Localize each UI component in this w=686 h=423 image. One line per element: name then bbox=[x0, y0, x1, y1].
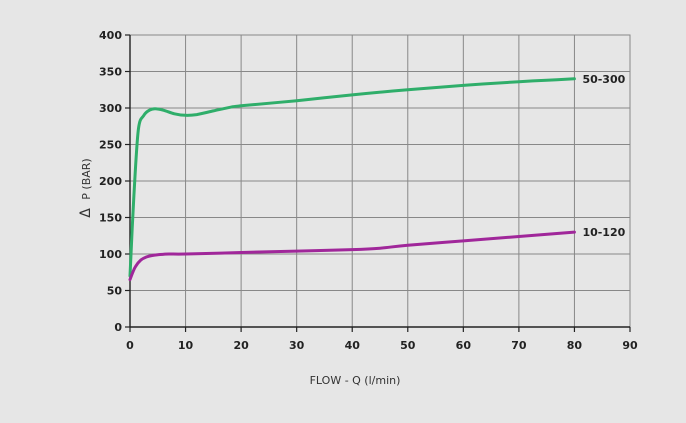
y-axis-symbol: Δ bbox=[78, 208, 94, 218]
series-line-50-300 bbox=[128, 77, 576, 278]
x-tick-label: 40 bbox=[345, 339, 361, 352]
x-tick-label: 90 bbox=[622, 339, 638, 352]
x-tick-labels: 0 10 20 30 40 50 60 70 80 90 bbox=[126, 339, 638, 352]
x-tick-label: 0 bbox=[126, 339, 134, 352]
x-tick-label: 10 bbox=[178, 339, 194, 352]
y-tick-label: 50 bbox=[107, 285, 123, 298]
y-tick-label: 300 bbox=[99, 102, 122, 115]
y-tick-label: 150 bbox=[99, 212, 122, 225]
x-tick-label: 20 bbox=[233, 339, 249, 352]
y-tick-label: 100 bbox=[99, 248, 122, 261]
y-axis-title-group: Δ P (BAR) bbox=[78, 158, 94, 218]
series-label-50-300: 50-300 bbox=[582, 73, 625, 86]
x-tick-label: 60 bbox=[456, 339, 472, 352]
y-tick-labels: 0 50 100 150 200 250 300 350 400 bbox=[99, 29, 122, 334]
grid bbox=[129, 34, 631, 328]
series-label-10-120: 10-120 bbox=[582, 226, 625, 239]
series-labels: 50-300 10-120 bbox=[582, 73, 625, 239]
x-tick-label: 30 bbox=[289, 339, 305, 352]
x-axis-title: FLOW - Q (l/min) bbox=[310, 374, 401, 387]
y-tick-label: 0 bbox=[114, 321, 122, 334]
y-tick-label: 250 bbox=[99, 139, 122, 152]
y-tick-label: 200 bbox=[99, 175, 122, 188]
y-axis-title: P (BAR) bbox=[80, 158, 93, 199]
series-line-10-120 bbox=[128, 230, 576, 282]
y-tick-label: 400 bbox=[99, 29, 122, 42]
series-lines bbox=[128, 77, 576, 282]
x-tick-label: 50 bbox=[400, 339, 416, 352]
x-tick-label: 80 bbox=[567, 339, 583, 352]
y-tick-label: 350 bbox=[99, 66, 122, 79]
x-tick-label: 70 bbox=[511, 339, 527, 352]
